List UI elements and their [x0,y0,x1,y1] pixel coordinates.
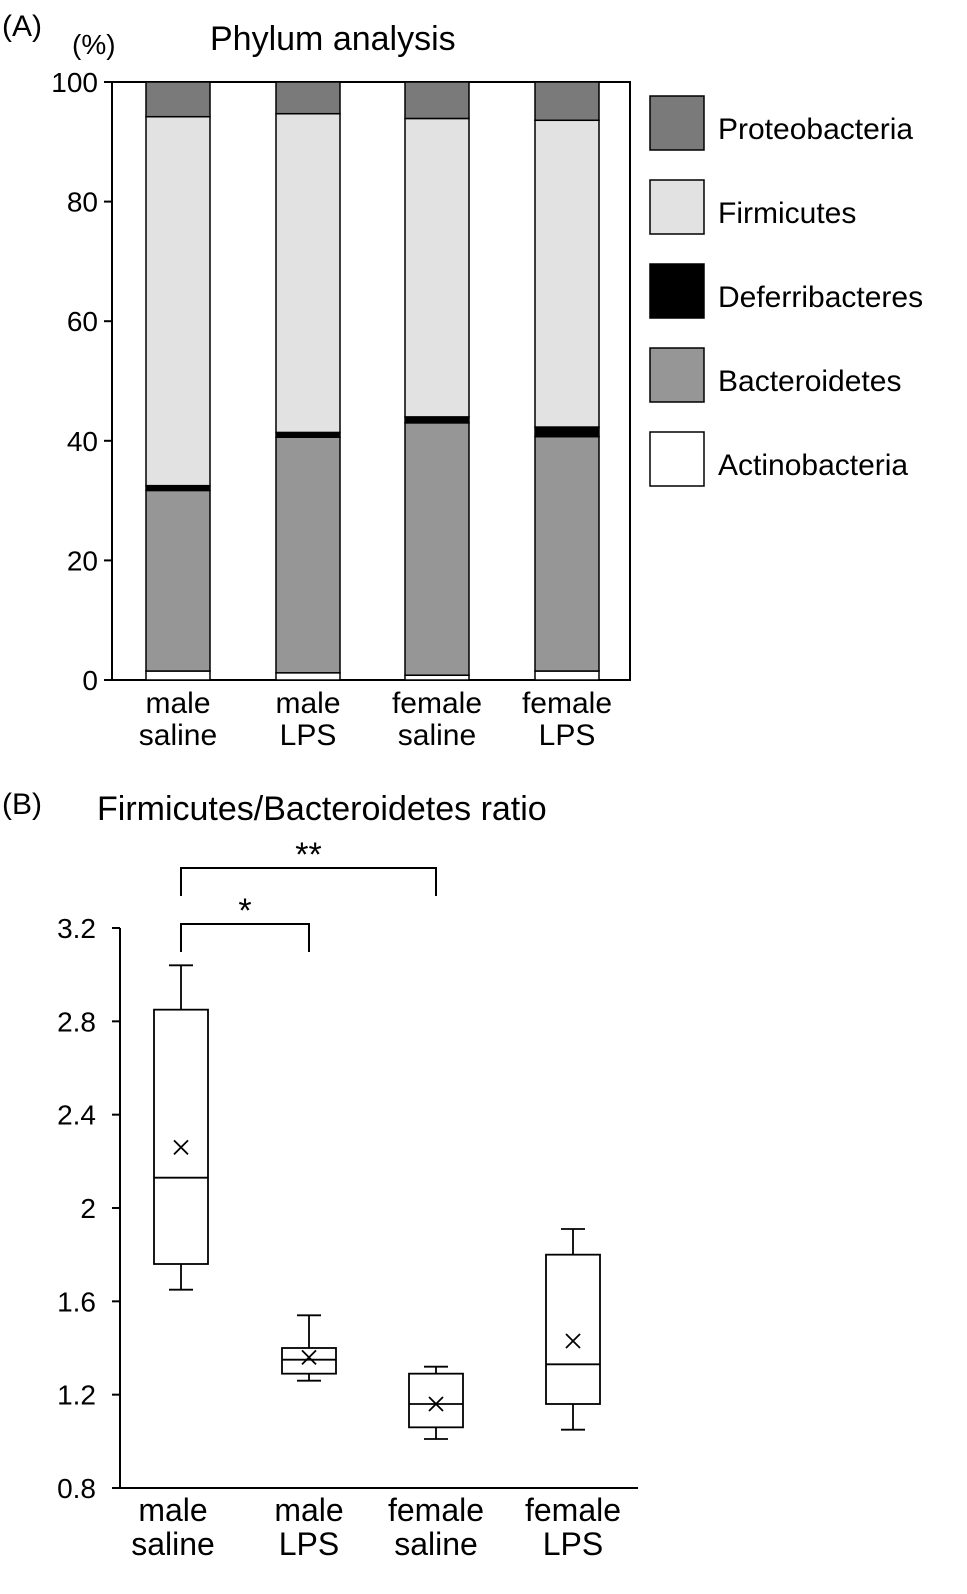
panel-a-bars [145,81,600,681]
bar-segment-deferribacteres [534,426,600,438]
bar-segment-deferribacteres [404,416,470,424]
y-tick-label: 0 [82,665,98,696]
box-plot [281,1314,337,1382]
y-tick-label: 20 [67,545,98,576]
legend-swatch-proteobacteria [649,95,705,151]
bar-segment-proteobacteria [404,81,470,120]
legend-swatch-actinobacteria [649,431,705,487]
legend-swatch-firmicutes [649,179,705,235]
x-tick-label: female saline [388,1492,484,1562]
bar-segment-actinobacteria [145,670,211,681]
bar-segment-firmicutes [275,112,341,434]
panel-a-x-labels: male saline male LPS female saline female LPS [139,687,612,752]
significance-label: * [238,892,251,930]
y-tick-label: 60 [67,306,98,337]
box-iqr [545,1253,601,1405]
x-tick-label: female LPS [522,687,612,752]
panel-a-y-ticks: 0 20 40 60 80 100 [51,67,112,696]
x-tick-label: male LPS [274,1492,343,1562]
bar-segment-bacteroidetes [145,489,211,672]
x-tick-label: female saline [392,687,482,752]
y-tick-label: 2 [80,1193,96,1224]
panel-a-title: Phylum analysis [210,20,456,58]
legend-label: Actinobacteria [718,449,908,482]
y-tick-label: 2.4 [57,1100,96,1131]
mean-marker [301,1349,317,1365]
bar-segment-actinobacteria [275,672,341,681]
legend-swatch-bacteroidetes [649,347,705,403]
bar-segment-proteobacteria [145,81,211,118]
panel-a-legend: Proteobacteria Firmicutes Deferribacteres B… [649,95,923,487]
y-tick-label: 100 [51,67,98,98]
x-tick-label: female LPS [525,1492,621,1562]
bar-segment-firmicutes [404,117,470,418]
y-tick-label: 1.2 [57,1380,96,1411]
bar-segment-bacteroidetes [404,422,470,676]
y-tick-label: 40 [67,426,98,457]
panel-a-plot-frame [111,81,631,681]
box-iqr [153,1008,209,1265]
panel-a-unit-label: (%) [72,29,116,60]
y-tick-label: 80 [67,187,98,218]
significance-bracket [180,923,310,952]
mean-marker [565,1333,581,1349]
panel-a-label: (A) [2,10,42,43]
y-tick-label: 1.6 [57,1286,96,1317]
legend-label: Bacteroidetes [718,365,901,398]
bar-segment-bacteroidetes [534,435,600,672]
legend-swatch-deferribacteres [649,263,705,319]
bar-segment-proteobacteria [275,81,341,115]
mean-marker [173,1139,189,1155]
panel-a: (A) (%) Phylum analysis 0 20 40 60 80 100 mal… [2,10,923,752]
significance-bracket [180,867,437,896]
panel-b-x-labels: male saline male LPS female saline female LPS [131,1492,621,1562]
box-iqr [408,1372,464,1429]
panel-b: (B) Firmicutes/Bacteroidetes ratio 0.8 1.… [2,788,638,1562]
bar-segment-proteobacteria [534,81,600,122]
legend-label: Deferribacteres [718,281,923,314]
bar-segment-firmicutes [145,115,211,487]
significance-label: ** [295,836,321,874]
y-tick-label: 3.2 [57,913,96,944]
y-tick-label: 2.8 [57,1006,96,1037]
x-tick-label: male saline [131,1492,215,1562]
panel-b-y-ticks: 0.8 1.2 1.6 2 2.4 2.8 3.2 [57,913,120,1504]
box-plot [408,1365,464,1440]
box-iqr [281,1347,337,1375]
panel-b-significance: *** [180,836,437,952]
panel-b-label: (B) [2,788,42,821]
x-tick-label: male LPS [275,687,340,752]
box-plot [545,1228,601,1431]
bar-segment-bacteroidetes [275,436,341,674]
y-tick-label: 0.8 [57,1473,96,1504]
panel-b-boxes [153,964,601,1440]
x-tick-label: male saline [139,687,217,752]
panel-b-title: Firmicutes/Bacteroidetes ratio [97,790,547,828]
bar-segment-firmicutes [534,119,600,428]
box-plot [153,964,209,1291]
mean-marker [428,1396,444,1412]
bar-segment-actinobacteria [534,670,600,681]
legend-label: Firmicutes [718,197,856,230]
legend-label: Proteobacteria [718,113,913,146]
